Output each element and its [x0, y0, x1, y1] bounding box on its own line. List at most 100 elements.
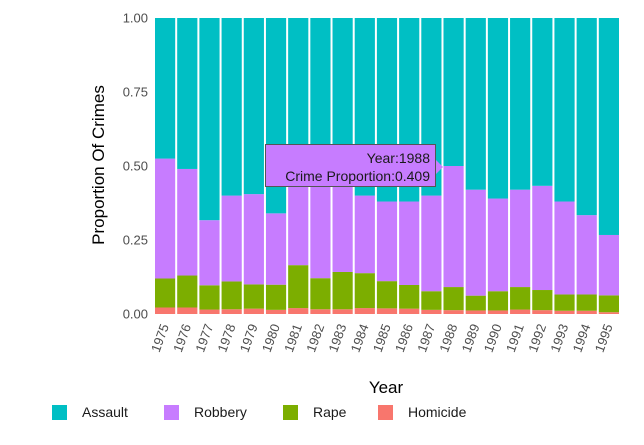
- bar-assault-1992[interactable]: [532, 18, 553, 186]
- bar-rape-1982[interactable]: [310, 278, 331, 310]
- bar-rape-1993[interactable]: [554, 294, 575, 311]
- bar-rape-1989[interactable]: [465, 295, 486, 311]
- bar-homicide-1978[interactable]: [221, 309, 242, 314]
- bar-rape-1992[interactable]: [532, 290, 553, 311]
- bar-homicide-1981[interactable]: [288, 308, 309, 314]
- bar-rape-1979[interactable]: [243, 284, 264, 309]
- bar-robbery-1988[interactable]: [443, 166, 464, 288]
- bar-assault-1979[interactable]: [243, 18, 264, 195]
- bar-robbery-1976[interactable]: [177, 168, 198, 276]
- legend-swatch: [164, 404, 179, 420]
- bar-robbery-1979[interactable]: [243, 194, 264, 285]
- bar-robbery-1981[interactable]: [288, 183, 309, 266]
- bar-robbery-1995[interactable]: [598, 234, 619, 296]
- bar-rape-1976[interactable]: [177, 275, 198, 308]
- x-tick-label: 1976: [170, 322, 194, 354]
- bar-homicide-1980[interactable]: [265, 309, 287, 314]
- bar-robbery-1989[interactable]: [465, 189, 486, 296]
- bar-robbery-1977[interactable]: [199, 220, 220, 286]
- bar-rape-1977[interactable]: [199, 285, 220, 310]
- bar-robbery-1991[interactable]: [510, 189, 531, 288]
- bar-assault-1982[interactable]: [310, 18, 331, 184]
- bar-homicide-1975[interactable]: [155, 307, 176, 314]
- bar-robbery-1975[interactable]: [155, 158, 176, 279]
- bar-robbery-1985[interactable]: [376, 201, 398, 282]
- bar-assault-1975[interactable]: [155, 18, 176, 159]
- bar-robbery-1993[interactable]: [554, 201, 575, 295]
- legend-item-assault[interactable]: Assault: [52, 402, 128, 422]
- tooltip-year: Year:1988: [366, 150, 430, 166]
- bar-rape-1984[interactable]: [354, 273, 375, 309]
- bar-homicide-1984[interactable]: [354, 308, 375, 314]
- bar-rape-1978[interactable]: [221, 281, 242, 310]
- bar-homicide-1987[interactable]: [421, 309, 442, 314]
- bar-robbery-1984[interactable]: [354, 195, 375, 274]
- bar-assault-1983[interactable]: [332, 18, 353, 184]
- bar-homicide-1995[interactable]: [598, 312, 619, 314]
- bar-homicide-1991[interactable]: [510, 309, 531, 314]
- y-axis-title: Proportion Of Crimes: [89, 85, 108, 245]
- bar-assault-1988[interactable]: [443, 18, 464, 166]
- tooltip-value: Crime Proportion:0.409: [285, 168, 430, 184]
- bar-rape-1975[interactable]: [155, 278, 176, 308]
- bar-rape-1994[interactable]: [576, 294, 597, 311]
- bar-rape-1988[interactable]: [443, 287, 464, 311]
- bar-rape-1986[interactable]: [399, 284, 420, 309]
- bar-assault-1977[interactable]: [199, 18, 220, 221]
- bar-rape-1990[interactable]: [487, 291, 509, 311]
- bar-rape-1980[interactable]: [265, 284, 287, 310]
- legend-item-homicide[interactable]: Homicide: [378, 402, 466, 422]
- bar-homicide-1985[interactable]: [376, 308, 398, 314]
- bar-rape-1995[interactable]: [598, 295, 619, 313]
- bar-homicide-1993[interactable]: [554, 310, 575, 314]
- x-tick-label: 1980: [259, 322, 283, 354]
- x-tick-label: 1986: [392, 322, 416, 354]
- bar-rape-1983[interactable]: [332, 271, 353, 310]
- bar-robbery-1987[interactable]: [421, 195, 442, 292]
- legend-swatch: [52, 404, 67, 420]
- bar-homicide-1977[interactable]: [199, 309, 220, 314]
- bar-homicide-1986[interactable]: [399, 308, 420, 314]
- legend-label: Rape: [313, 404, 347, 420]
- bar-assault-1991[interactable]: [510, 18, 531, 190]
- bar-homicide-1976[interactable]: [177, 307, 198, 314]
- y-tick-label: 0.75: [123, 85, 148, 100]
- bar-robbery-1980[interactable]: [265, 213, 287, 285]
- bar-homicide-1988[interactable]: [443, 310, 464, 314]
- legend-item-robbery[interactable]: Robbery: [164, 402, 247, 422]
- y-tick-label: 0.50: [123, 159, 148, 174]
- bar-assault-1994[interactable]: [576, 18, 597, 216]
- legend-swatch: [378, 404, 393, 420]
- bar-assault-1976[interactable]: [177, 18, 198, 169]
- bar-homicide-1990[interactable]: [487, 310, 509, 314]
- bar-rape-1981[interactable]: [288, 265, 309, 309]
- bar-homicide-1989[interactable]: [465, 310, 486, 314]
- bar-assault-1989[interactable]: [465, 18, 486, 190]
- bar-rape-1985[interactable]: [376, 281, 398, 309]
- bar-assault-1995[interactable]: [598, 18, 619, 235]
- bar-robbery-1992[interactable]: [532, 185, 553, 291]
- bar-homicide-1979[interactable]: [243, 308, 264, 314]
- tooltip-arrow: [436, 160, 443, 174]
- bar-rape-1987[interactable]: [421, 291, 442, 310]
- bar-homicide-1982[interactable]: [310, 309, 331, 314]
- bar-homicide-1992[interactable]: [532, 310, 553, 314]
- legend-label: Robbery: [194, 404, 247, 420]
- bar-assault-1990[interactable]: [487, 18, 509, 199]
- bar-robbery-1994[interactable]: [576, 215, 597, 295]
- legend-label: Assault: [82, 404, 128, 420]
- bar-assault-1978[interactable]: [221, 18, 242, 196]
- bar-robbery-1978[interactable]: [221, 195, 242, 282]
- bar-assault-1993[interactable]: [554, 18, 575, 202]
- bar-robbery-1986[interactable]: [399, 201, 420, 285]
- bar-assault-1981[interactable]: [288, 18, 309, 184]
- bar-homicide-1983[interactable]: [332, 309, 353, 314]
- bar-robbery-1982[interactable]: [310, 183, 331, 279]
- bar-homicide-1994[interactable]: [576, 310, 597, 314]
- stacked-bar-chart: 0.00 0.25 0.50 0.75 1.00 1975197619771978197…: [89, 11, 619, 397]
- bar-robbery-1990[interactable]: [487, 198, 509, 292]
- legend-item-rape[interactable]: Rape: [283, 402, 346, 422]
- bar-rape-1991[interactable]: [510, 287, 531, 310]
- x-tick-label: 1987: [414, 322, 438, 354]
- bar-robbery-1983[interactable]: [332, 183, 353, 272]
